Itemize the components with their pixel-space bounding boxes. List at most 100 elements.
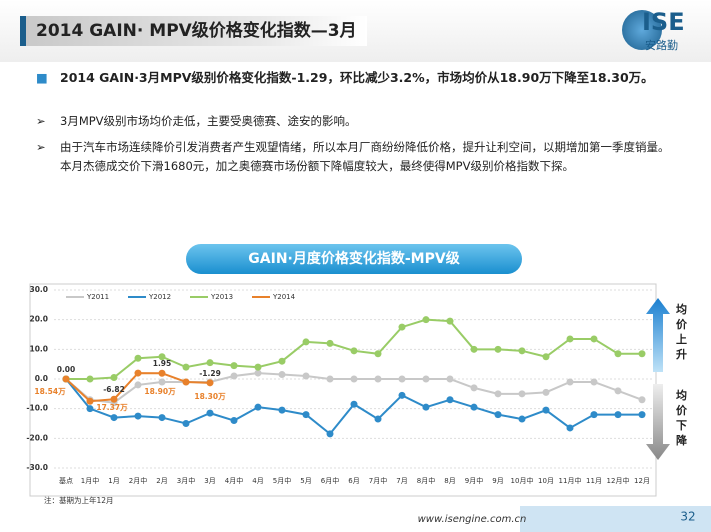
x-tick-label: 6月 xyxy=(348,477,359,485)
value-label: 1.95 xyxy=(153,359,172,368)
point xyxy=(374,415,382,423)
point xyxy=(518,347,526,355)
point xyxy=(86,397,94,405)
annotation: 18.90万 xyxy=(144,387,176,396)
point xyxy=(494,390,502,398)
point xyxy=(374,375,382,383)
point xyxy=(566,378,574,386)
point xyxy=(638,350,646,358)
point xyxy=(326,430,334,438)
down-label: 均价下降 xyxy=(676,389,687,447)
point xyxy=(134,354,142,362)
x-tick-label: 8月 xyxy=(444,477,455,485)
x-tick-label: 12月 xyxy=(634,477,650,485)
point xyxy=(638,411,646,419)
y-tick-label: -20.0 xyxy=(26,433,48,442)
point xyxy=(542,388,550,396)
value-label: -6.82 xyxy=(103,385,125,394)
chart-title: GAIN·月度价格变化指数-MPV级 xyxy=(248,250,460,267)
point xyxy=(86,375,94,383)
point xyxy=(86,405,94,413)
point xyxy=(542,406,550,414)
bullet-text: 3月MPV级别市场均价走低，主要受奥德赛、途安的影响。 xyxy=(60,114,357,128)
point xyxy=(254,363,262,371)
point xyxy=(350,400,358,408)
point xyxy=(470,403,478,411)
point xyxy=(302,338,310,346)
x-tick-label: 1月 xyxy=(108,477,119,485)
point xyxy=(590,378,598,386)
point xyxy=(374,350,382,358)
point xyxy=(254,369,262,377)
point xyxy=(110,395,118,403)
footer-url: www.isengine.com.cn xyxy=(418,514,527,525)
point xyxy=(110,414,118,422)
x-tick-label: 11月中 xyxy=(559,476,582,485)
logo-sub: 安路勤 xyxy=(645,39,678,52)
point xyxy=(302,411,310,419)
x-tick-label: 9月 xyxy=(492,477,503,485)
x-tick-label: 5月 xyxy=(300,477,311,485)
point xyxy=(206,379,214,387)
value-label: -1.29 xyxy=(199,369,221,378)
point xyxy=(446,396,454,404)
logo-icon xyxy=(622,10,662,50)
bullet: ➢ 3月MPV级别市场均价走低，主要受奥德赛、途安的影响。 xyxy=(36,114,357,128)
point xyxy=(230,372,238,380)
point xyxy=(494,345,502,353)
legend-label: Y2013 xyxy=(210,293,233,301)
y-tick-label: 0.0 xyxy=(35,374,48,383)
point xyxy=(158,378,166,386)
point xyxy=(182,378,190,386)
point xyxy=(422,375,430,383)
point xyxy=(422,316,430,324)
chart-title-bg xyxy=(186,244,522,274)
point xyxy=(398,375,406,383)
bullet: ➢ 由于汽车市场连续降价引发消费者产生观望情绪，所以本月厂商纷纷降低价格，提升让利… xyxy=(36,140,670,173)
x-tick-label: 5月中 xyxy=(273,476,291,485)
up-arrow xyxy=(646,298,670,372)
y-tick-label: 10.0 xyxy=(29,344,48,353)
x-tick-label: 4月中 xyxy=(225,476,243,485)
y-tick-label: 20.0 xyxy=(29,315,48,324)
point xyxy=(278,406,286,414)
y-tick-label: -10.0 xyxy=(26,404,48,413)
annotation: 17.37万 xyxy=(96,403,128,412)
x-tick-label: 3月 xyxy=(204,477,215,485)
point xyxy=(182,363,190,371)
x-tick-label: 7月中 xyxy=(369,476,387,485)
point xyxy=(110,374,118,382)
slide-title: 2014 GAIN· MPV级价格变化指数—3月 xyxy=(20,16,367,46)
logo: ISE xyxy=(642,8,685,36)
point xyxy=(134,381,142,389)
x-tick-label: 2月中 xyxy=(129,476,147,485)
x-tick-label: 8月中 xyxy=(417,476,435,485)
point xyxy=(134,412,142,420)
point xyxy=(182,420,190,427)
point xyxy=(614,350,622,358)
point xyxy=(326,339,334,347)
x-tick-label: 1月中 xyxy=(81,476,99,485)
point xyxy=(350,347,358,355)
x-tick-label: 2月 xyxy=(156,477,167,485)
value-label: 0.00 xyxy=(57,365,76,374)
y-tick-label: 30.0 xyxy=(29,285,48,294)
point xyxy=(278,371,286,379)
point xyxy=(158,353,166,361)
point xyxy=(398,323,406,331)
point xyxy=(230,417,238,425)
point xyxy=(470,384,478,392)
point xyxy=(254,403,262,411)
point xyxy=(398,391,406,399)
point xyxy=(590,411,598,419)
point xyxy=(278,357,286,365)
point xyxy=(638,396,646,404)
point xyxy=(518,390,526,398)
point xyxy=(326,375,334,383)
x-tick-label: 基点 xyxy=(59,476,73,485)
bullet-text: 2014 GAIN·3月MPV级别价格变化指数-1.29，环比减少3.2%，市场… xyxy=(60,70,654,85)
point xyxy=(446,375,454,383)
point xyxy=(134,369,142,377)
footer-band xyxy=(520,506,711,532)
